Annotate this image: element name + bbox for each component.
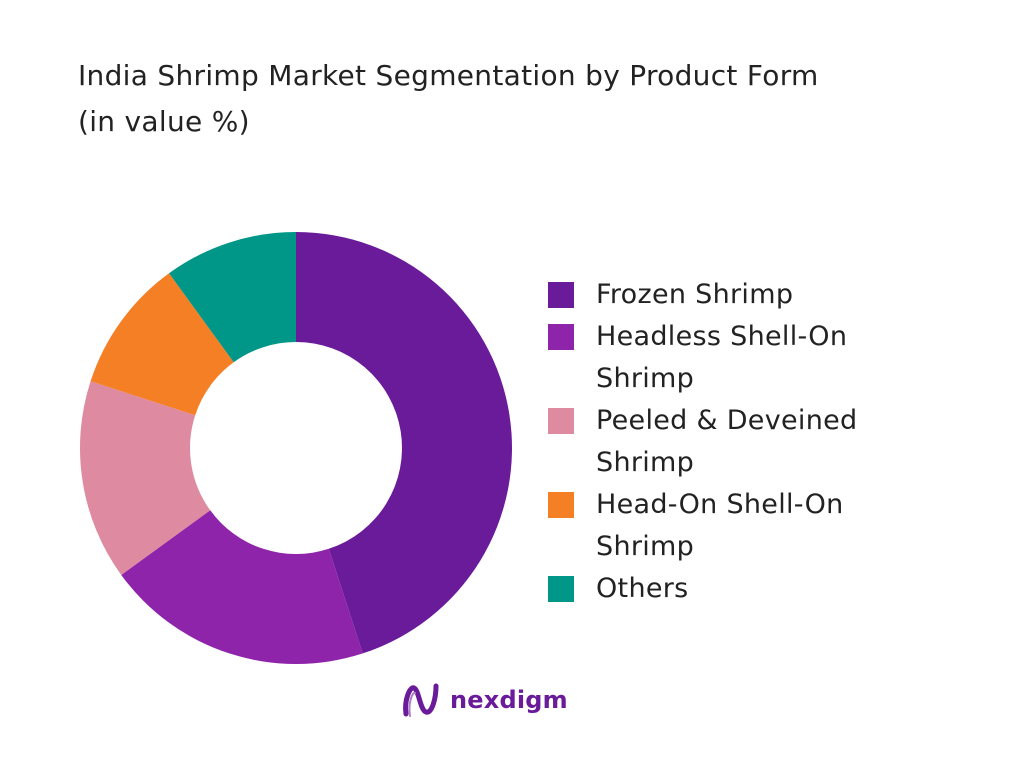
legend-swatch <box>548 492 574 518</box>
legend-item-others: Others <box>548 568 928 610</box>
donut-slice-frozen-shrimp <box>296 232 513 654</box>
legend-label-line2: Shrimp <box>596 447 695 478</box>
legend-swatch <box>548 282 574 308</box>
legend-label: Head-On Shell-On Shrimp <box>596 484 844 568</box>
chart-title-line1: India Shrimp Market Segmentation by Prod… <box>78 59 819 92</box>
legend-label: Headless Shell-On Shrimp <box>596 316 847 400</box>
legend-label: Peeled & Deveined Shrimp <box>596 400 857 484</box>
legend-swatch <box>548 408 574 434</box>
legend-label: Frozen Shrimp <box>596 279 794 310</box>
brand-logo: nexdigm <box>400 680 568 720</box>
legend-item-peeled-deveined: Peeled & Deveined Shrimp <box>548 400 928 484</box>
legend-label-line1: Head-On Shell-On <box>596 489 844 520</box>
donut-slice-peeled-deveined-shrimp <box>80 381 211 575</box>
legend-label-line1: Peeled & Deveined <box>596 405 858 436</box>
legend-item-headless-shell-on: Headless Shell-On Shrimp <box>548 316 928 400</box>
nexdigm-logo-icon <box>403 683 439 717</box>
donut-slice-headless-shell-on-shrimp <box>121 510 363 664</box>
donut-slice-head-on-shell-on-shrimp <box>90 273 234 416</box>
brand-name: nexdigm <box>450 686 568 714</box>
chart-title: India Shrimp Market Segmentation by Prod… <box>78 53 998 145</box>
chart-title-line2: (in value %) <box>78 105 250 138</box>
donut-slice-others <box>169 232 296 363</box>
legend-swatch <box>548 576 574 602</box>
legend-item-frozen-shrimp: Frozen Shrimp <box>548 274 928 316</box>
legend-label-line2: Shrimp <box>596 363 695 394</box>
legend-item-head-on-shell-on: Head-On Shell-On Shrimp <box>548 484 928 568</box>
legend-label-line2: Shrimp <box>596 531 695 562</box>
chart-legend: Frozen Shrimp Headless Shell-On Shrimp P… <box>548 274 928 610</box>
legend-label-line1: Headless Shell-On <box>596 321 848 352</box>
legend-swatch <box>548 324 574 350</box>
legend-label: Others <box>596 573 689 604</box>
